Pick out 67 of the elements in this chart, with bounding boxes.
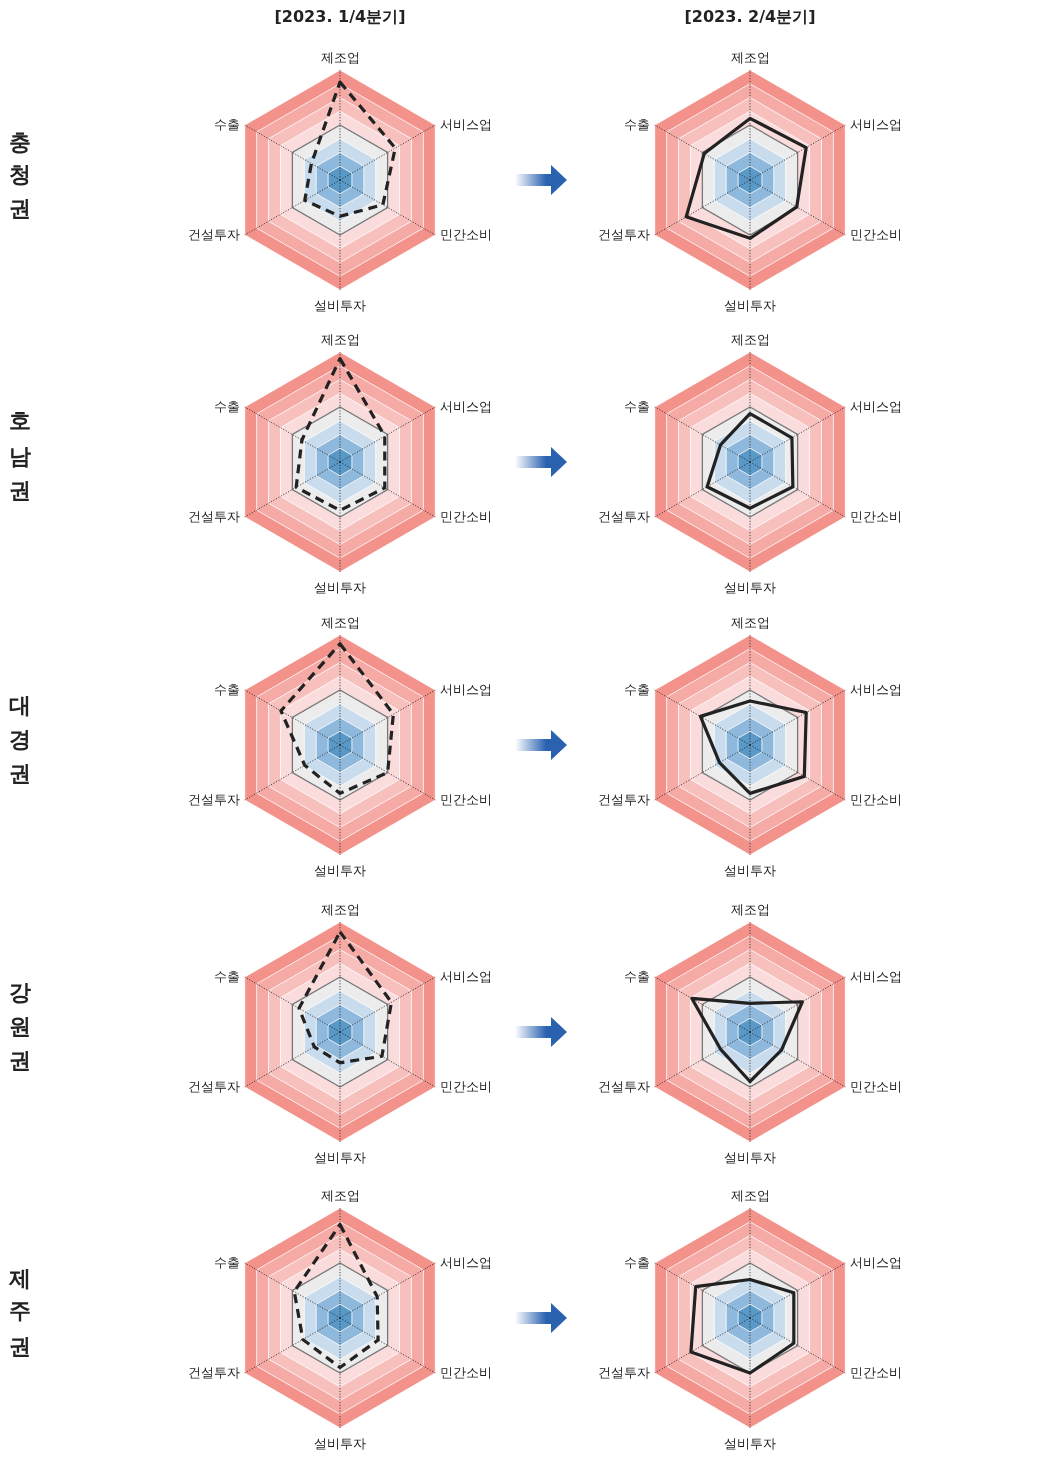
spoke-label: 수출 — [213, 117, 240, 132]
spoke-label: 수출 — [623, 682, 650, 697]
spoke-label: 제조업 — [320, 1188, 360, 1203]
spoke-label: 민간소비 — [440, 1365, 493, 1380]
spoke-label: 제조업 — [320, 332, 360, 347]
text: 호남권 — [7, 397, 33, 502]
text: 대경권 — [7, 680, 33, 785]
text: 제주권 — [7, 1253, 33, 1358]
spoke-label: 건설투자 — [597, 509, 650, 524]
spoke-label: 제조업 — [730, 1188, 770, 1203]
spoke-label: 제조업 — [730, 332, 770, 347]
chart-title: [2023. 2/4분기] — [684, 7, 816, 26]
spoke-label: 서비스업 — [850, 1255, 903, 1270]
spoke-label: 설비투자 — [314, 580, 366, 595]
spoke-label: 서비스업 — [440, 1255, 493, 1270]
chart-title: [2023. 1/4분기] — [274, 7, 406, 26]
spoke-label: 민간소비 — [850, 509, 903, 524]
spoke-label: 민간소비 — [850, 792, 903, 807]
spoke-label: 수출 — [213, 682, 240, 697]
spoke-label: 서비스업 — [440, 117, 493, 132]
spoke-label: 수출 — [213, 969, 240, 984]
spoke-label: 서비스업 — [440, 682, 493, 697]
spoke-label: 건설투자 — [187, 227, 240, 242]
spoke-label: 제조업 — [730, 615, 770, 630]
spoke-label: 민간소비 — [440, 509, 493, 524]
spoke-label: 설비투자 — [314, 1436, 366, 1451]
spoke-label: 서비스업 — [850, 682, 903, 697]
spoke-label: 민간소비 — [440, 1079, 493, 1094]
spoke-label: 수출 — [623, 117, 650, 132]
spoke-label: 서비스업 — [440, 969, 493, 984]
spoke-label: 건설투자 — [597, 1079, 650, 1094]
spoke-label: 건설투자 — [187, 1079, 240, 1094]
spoke-label: 서비스업 — [440, 399, 493, 414]
spoke-label: 건설투자 — [597, 792, 650, 807]
spoke-label: 설비투자 — [314, 298, 366, 313]
spoke-label: 건설투자 — [187, 509, 240, 524]
spoke-label: 수출 — [623, 399, 650, 414]
spoke-label: 민간소비 — [850, 1079, 903, 1094]
spoke-label: 설비투자 — [724, 1150, 776, 1165]
spoke-label: 설비투자 — [724, 1436, 776, 1451]
spoke-label: 수출 — [623, 969, 650, 984]
spoke-label: 서비스업 — [850, 399, 903, 414]
spoke-label: 건설투자 — [597, 1365, 650, 1380]
spoke-label: 설비투자 — [314, 863, 366, 878]
spoke-label: 설비투자 — [314, 1150, 366, 1165]
spoke-label: 제조업 — [320, 50, 360, 65]
spoke-label: 제조업 — [320, 615, 360, 630]
spoke-label: 제조업 — [320, 902, 360, 917]
spoke-label: 설비투자 — [724, 863, 776, 878]
spoke-label: 서비스업 — [850, 969, 903, 984]
spoke-label: 민간소비 — [440, 792, 493, 807]
spoke-label: 수출 — [623, 1255, 650, 1270]
text: 강원권 — [7, 967, 33, 1072]
spoke-label: 민간소비 — [850, 1365, 903, 1380]
spoke-label: 건설투자 — [187, 1365, 240, 1380]
spoke-label: 제조업 — [730, 902, 770, 917]
spoke-label: 민간소비 — [850, 227, 903, 242]
spoke-label: 건설투자 — [597, 227, 650, 242]
spoke-label: 민간소비 — [440, 227, 493, 242]
spoke-label: 수출 — [213, 1255, 240, 1270]
spoke-label: 서비스업 — [850, 117, 903, 132]
spoke-label: 수출 — [213, 399, 240, 414]
text: 충청권 — [7, 115, 33, 220]
spoke-label: 설비투자 — [724, 580, 776, 595]
spoke-label: 제조업 — [730, 50, 770, 65]
spoke-label: 설비투자 — [724, 298, 776, 313]
spoke-label: 건설투자 — [187, 792, 240, 807]
